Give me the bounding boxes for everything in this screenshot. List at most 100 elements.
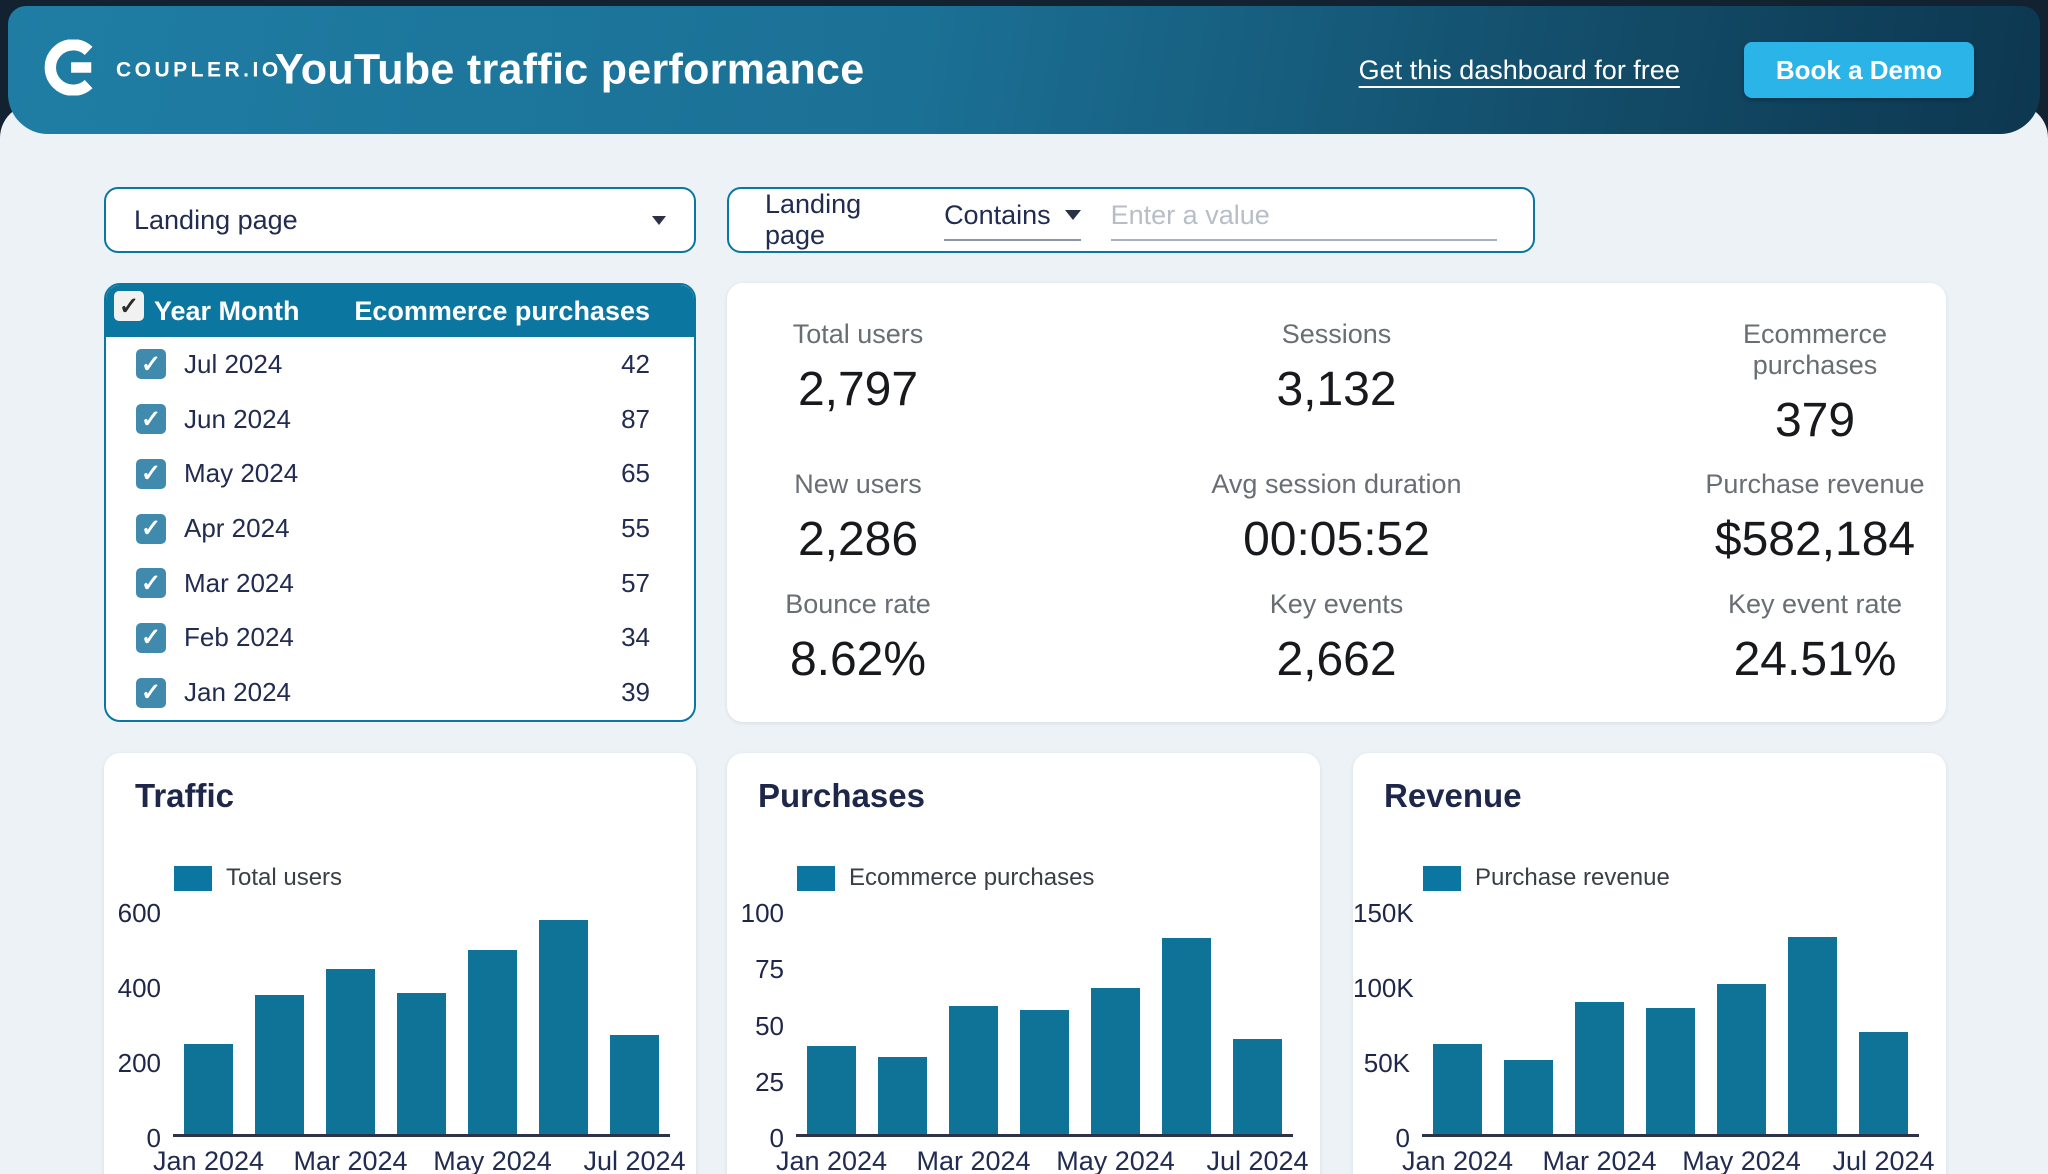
x-axis-label: Feb 2024 — [208, 1170, 352, 1174]
bar — [397, 993, 446, 1134]
table-row[interactable]: ✓ Feb 2024 34 — [106, 611, 694, 666]
table-row[interactable]: ✓ Apr 2024 55 — [106, 501, 694, 556]
kpi-label: Key event rate — [1727, 588, 1903, 619]
chart-legend: Purchase revenue — [1423, 864, 1670, 892]
kpi-value: 24.51% — [1733, 632, 1897, 686]
y-tick-label: 50K — [1363, 1048, 1410, 1078]
coupler-logo[interactable]: COUPLER.IO — [44, 39, 282, 101]
bar — [255, 995, 304, 1134]
bar — [184, 1044, 233, 1134]
chart-legend: Total users — [174, 864, 342, 892]
row-value: 42 — [621, 348, 650, 379]
kpi-label: New users — [794, 469, 922, 499]
row-month: Mar 2024 — [184, 567, 294, 598]
header: COUPLER.IO YouTube traffic performance G… — [8, 6, 2040, 134]
x-axis-label: Mar 2024 — [1542, 1146, 1657, 1174]
row-checkbox[interactable]: ✓ — [136, 622, 166, 653]
kpi-metric: Total users 2,797 — [727, 319, 989, 448]
row-checkbox[interactable]: ✓ — [136, 513, 166, 544]
bar — [1162, 938, 1211, 1134]
table-header-row: ✓ Year Month Ecommerce purchases — [106, 285, 694, 337]
row-checkbox[interactable]: ✓ — [136, 458, 166, 489]
table-row[interactable]: ✓ Jul 2024 42 — [106, 337, 694, 392]
bar — [1433, 1044, 1482, 1134]
header-actions: Get this dashboard for free Book a Demo — [1359, 42, 1974, 98]
kpi-metric: New users 2,286 — [727, 469, 989, 567]
row-checkbox[interactable]: ✓ — [136, 568, 166, 599]
y-tick-label: 100 — [740, 898, 784, 928]
x-axis-label: Jul 2024 — [583, 1146, 686, 1174]
condition-operator-select[interactable]: Contains — [944, 200, 1081, 241]
legend-swatch — [1423, 865, 1461, 891]
kpi-row: New users 2,286 Avg session duration 00:05:… — [727, 469, 1946, 567]
kpi-value: 2,662 — [1276, 632, 1397, 686]
x-axis-label: Mar 2024 — [916, 1146, 1031, 1174]
x-axis-label: Jan 2024 — [152, 1146, 265, 1174]
bar — [1859, 1032, 1908, 1134]
kpi-label: Sessions — [1281, 318, 1392, 349]
bar-plot — [1422, 912, 1919, 1137]
y-tick-label: 25 — [755, 1066, 784, 1097]
legend-swatch — [797, 865, 835, 891]
x-axis-label: Jul 2024 — [1206, 1146, 1309, 1174]
table-row[interactable]: ✓ Jun 2024 87 — [106, 392, 694, 447]
kpi-value: 8.62% — [789, 632, 927, 686]
kpi-scorecard: Total users 2,797 Sessions 3,132 Ecommerce p… — [727, 283, 1946, 722]
bar-plot — [173, 912, 670, 1137]
x-axis-label: Jul 2024 — [1832, 1146, 1935, 1174]
chart-legend: Ecommerce purchases — [797, 864, 1094, 892]
table-row[interactable]: ✓ May 2024 65 — [106, 446, 694, 501]
condition-value-input[interactable] — [1110, 199, 1497, 241]
kpi-metric: Key events 2,662 — [1206, 589, 1468, 687]
brand-name: COUPLER.IO — [116, 58, 282, 81]
y-tick-label: 200 — [117, 1048, 161, 1078]
get-dashboard-link[interactable]: Get this dashboard for free — [1358, 54, 1680, 85]
legend-swatch — [174, 865, 212, 891]
kpi-metric: Avg session duration 00:05:52 — [1206, 469, 1468, 567]
x-axis-label: Jun 2024 — [492, 1170, 636, 1174]
y-tick-label: 400 — [117, 973, 161, 1003]
bar — [1233, 1039, 1282, 1134]
column-header-year-month: Year Month — [154, 295, 300, 326]
bar — [1020, 1010, 1069, 1134]
x-axis-label: May 2024 — [433, 1146, 552, 1174]
kpi-metric: Key event rate 24.51% — [1684, 589, 1946, 687]
legend-label: Purchase revenue — [1475, 864, 1670, 891]
column-header-ecommerce-purchases: Ecommerce purchases — [354, 295, 650, 326]
kpi-row: Bounce rate 8.62% Key events 2,662 Key event… — [727, 589, 1946, 687]
row-checkbox[interactable]: ✓ — [136, 349, 166, 380]
chevron-down-icon — [652, 215, 666, 225]
page-title: YouTube traffic performance — [275, 45, 865, 94]
legend-label: Total users — [226, 864, 343, 891]
kpi-label: Bounce rate — [785, 588, 931, 619]
row-value: 87 — [621, 403, 650, 434]
kpi-metric: Sessions 3,132 — [1206, 319, 1468, 448]
row-month: Apr 2024 — [184, 513, 290, 544]
kpi-value: $582,184 — [1714, 513, 1916, 566]
y-tick-label: 600 — [117, 898, 161, 928]
condition-field-label: Landing page — [765, 189, 862, 250]
row-checkbox[interactable]: ✓ — [136, 677, 166, 708]
table-row[interactable]: ✓ Jan 2024 39 — [106, 665, 694, 720]
x-axis-label: Apr 2024 — [973, 1170, 1117, 1174]
table-row[interactable]: ✓ Mar 2024 57 — [106, 556, 694, 611]
book-demo-button[interactable]: Book a Demo — [1743, 42, 1974, 98]
row-value: 39 — [621, 677, 650, 708]
row-checkbox[interactable]: ✓ — [136, 404, 166, 435]
row-value: 57 — [621, 567, 650, 598]
kpi-value: 3,132 — [1276, 362, 1397, 416]
kpi-label: Avg session duration — [1211, 469, 1462, 499]
bar — [1091, 988, 1140, 1134]
kpi-metric: Bounce rate 8.62% — [727, 589, 989, 687]
bar — [878, 1057, 927, 1134]
landing-page-condition-filter: Landing page Contains — [727, 187, 1535, 253]
kpi-label: Purchase revenue — [1705, 469, 1925, 499]
table-body: ✓ Jul 2024 42 ✓ Jun 2024 87 ✓ May 2024 65 ✓ Apr 20… — [106, 337, 694, 720]
x-axis-label: Jun 2024 — [1115, 1170, 1259, 1174]
bar — [326, 969, 375, 1134]
select-all-checkbox[interactable]: ✓ — [114, 291, 144, 321]
bar — [468, 950, 517, 1134]
landing-page-filter-dropdown[interactable]: Landing page — [104, 187, 696, 253]
